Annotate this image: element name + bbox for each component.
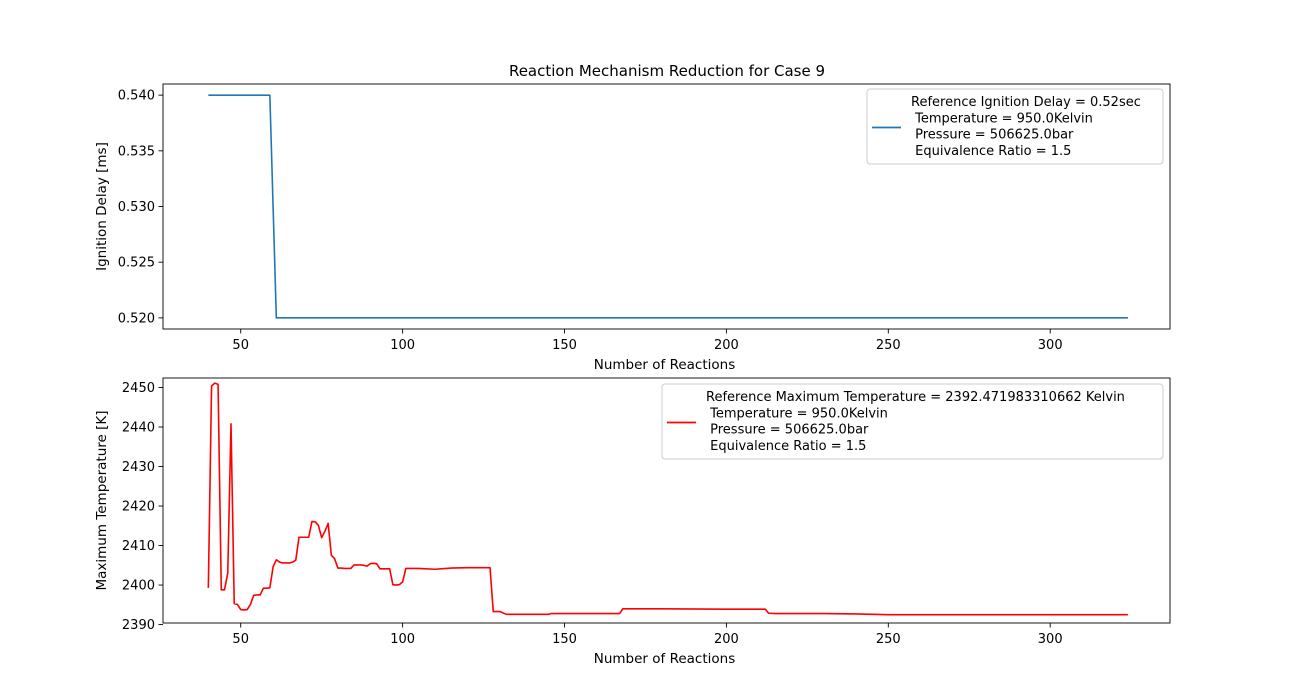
ignition-delay-ytick-label: 0.535 <box>118 144 155 159</box>
ignition-delay-ytick-label: 0.525 <box>118 256 155 271</box>
max-temperature-xtick-label: 200 <box>714 632 739 647</box>
ignition-delay-xtick-label: 300 <box>1038 338 1063 353</box>
max-temperature-legend-entry-line: Reference Maximum Temperature = 2392.471… <box>706 390 1125 405</box>
max-temperature-legend: Reference Maximum Temperature = 2392.471… <box>661 383 1164 460</box>
max-temperature-axes: 50 100 150 200 250 300 2390 2400 2410 2420 2430 244… <box>94 377 1171 667</box>
max-temperature-ylabel: Maximum Temperature [K] <box>94 410 110 590</box>
max-temperature-xtick-label: 100 <box>390 632 415 647</box>
ignition-delay-axes: 50 100 150 200 250 300 0.520 0.525 0.530 0.535 0.5… <box>94 83 1171 373</box>
ignition-delay-legend-entry-line: Temperature = 950.0Kelvin <box>911 111 1093 126</box>
max-temperature-ytick-label: 2390 <box>122 618 155 633</box>
ignition-delay-xtick-label: 50 <box>232 338 249 353</box>
ignition-delay-legend-entry-line: Equivalence Ratio = 1.5 <box>911 144 1071 159</box>
ignition-delay-legend: Reference Ignition Delay = 0.52sec Tempe… <box>866 88 1164 165</box>
max-temperature-legend-box <box>661 383 1164 460</box>
max-temperature-xtick-label: 250 <box>876 632 901 647</box>
max-temperature-ytick-label: 2400 <box>122 579 155 594</box>
ignition-delay-xtick-label: 100 <box>390 338 415 353</box>
max-temperature-ytick-label: 2450 <box>122 381 155 396</box>
ignition-delay-xtick-label: 150 <box>552 338 577 353</box>
ignition-delay-legend-box <box>866 88 1164 165</box>
ignition-delay-ylabel: Ignition Delay [ms] <box>94 142 110 271</box>
max-temperature-xlabel: Number of Reactions <box>594 651 736 667</box>
max-temperature-ytick-label: 2440 <box>122 421 155 436</box>
ignition-delay-xtick-label: 200 <box>714 338 739 353</box>
max-temperature-legend-entry-line: Equivalence Ratio = 1.5 <box>706 439 866 454</box>
max-temperature-axes-frame <box>162 377 1171 624</box>
max-temperature-series-line <box>207 382 1128 616</box>
figure-title: Reaction Mechanism Reduction for Case 9 <box>509 62 825 80</box>
max-temperature-xtick-label: 300 <box>1038 632 1063 647</box>
ignition-delay-legend-entry-line: Pressure = 506625.0bar <box>911 128 1074 143</box>
ignition-delay-ytick-label: 0.540 <box>118 89 155 104</box>
max-temperature-xtick-label: 50 <box>232 632 249 647</box>
ignition-delay-ytick-label: 0.520 <box>118 311 155 326</box>
max-temperature-ytick-label: 2410 <box>122 539 155 554</box>
max-temperature-ytick-label: 2420 <box>122 500 155 515</box>
ignition-delay-series-line <box>208 94 1128 319</box>
ignition-delay-legend-entry-line: Reference Ignition Delay = 0.52sec <box>911 95 1141 110</box>
ignition-delay-ytick-label: 0.530 <box>118 200 155 215</box>
max-temperature-legend-entry-line: Temperature = 950.0Kelvin <box>706 406 888 421</box>
max-temperature-legend-entry-line: Pressure = 506625.0bar <box>706 423 869 438</box>
ignition-delay-xlabel: Number of Reactions <box>594 357 736 373</box>
max-temperature-ytick-label: 2430 <box>122 460 155 475</box>
max-temperature-xtick-label: 150 <box>552 632 577 647</box>
ignition-delay-xtick-label: 250 <box>876 338 901 353</box>
